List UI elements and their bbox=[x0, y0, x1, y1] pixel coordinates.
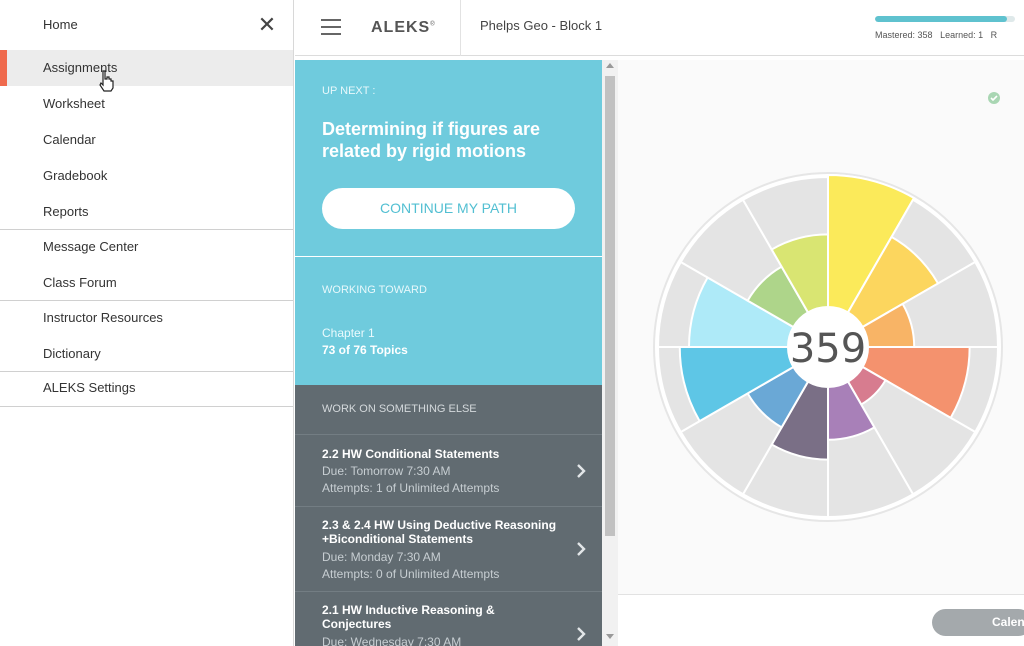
pie-center-count: 359 bbox=[790, 326, 866, 372]
close-icon[interactable]: ✕ bbox=[257, 12, 277, 37]
check-circle-icon[interactable] bbox=[984, 88, 1006, 110]
class-name[interactable]: Phelps Geo - Block 1 bbox=[480, 18, 603, 33]
assignment-title: 2.1 HW Inductive Reasoning & Conjectures bbox=[322, 603, 495, 631]
work-on-something-else-panel: WORK ON SOMETHING ELSE 2.2 HW Conditiona… bbox=[295, 385, 602, 646]
nav-divider bbox=[0, 406, 293, 407]
nav-item-label: Instructor Resources bbox=[43, 310, 163, 325]
nav-item-home[interactable]: Home bbox=[0, 7, 293, 43]
knowledge-pie-chart[interactable]: 359 bbox=[618, 60, 1024, 594]
scroll-down-arrow-icon[interactable] bbox=[606, 634, 614, 639]
chevron-right-icon bbox=[577, 627, 586, 641]
nav-item-aleks-settings[interactable]: ALEKS Settings bbox=[0, 370, 293, 406]
chevron-right-icon bbox=[577, 464, 586, 478]
work-else-label: WORK ON SOMETHING ELSE bbox=[322, 403, 477, 415]
scrollbar-thumb[interactable] bbox=[605, 76, 615, 536]
learned-label: Learned: bbox=[940, 30, 976, 40]
pie-slice[interactable] bbox=[770, 233, 829, 314]
nav-divider bbox=[0, 300, 293, 301]
nav-divider bbox=[0, 371, 293, 372]
chevron-right-icon bbox=[577, 542, 586, 556]
nav-divider bbox=[0, 229, 293, 230]
stats-extra: R bbox=[990, 30, 998, 40]
assignment-item[interactable]: 2.3 & 2.4 HW Using Deductive Reasoning +… bbox=[295, 506, 602, 591]
nav-item-label: Calendar bbox=[43, 132, 96, 147]
nav-item-gradebook[interactable]: Gradebook bbox=[0, 158, 293, 194]
hamburger-menu-icon[interactable] bbox=[321, 19, 343, 35]
assignment-title: 2.3 & 2.4 HW Using Deductive Reasoning +… bbox=[322, 518, 557, 546]
up-next-panel: UP NEXT : Determining if figures are rel… bbox=[295, 60, 602, 256]
nav-drawer: Home ✕ Assignments Worksheet Calendar Gr… bbox=[0, 0, 294, 646]
assignment-item[interactable]: 2.1 HW Inductive Reasoning & Conjectures… bbox=[295, 591, 602, 646]
nav-item-assignments[interactable]: Assignments bbox=[0, 50, 293, 86]
nav-item-label: Assignments bbox=[43, 60, 118, 75]
nav-item-label: Worksheet bbox=[43, 96, 105, 111]
pie-slices bbox=[656, 173, 1000, 519]
header-divider bbox=[460, 0, 461, 56]
scroll-up-arrow-icon[interactable] bbox=[606, 63, 614, 68]
working-toward-panel[interactable]: WORKING TOWARD Chapter 1 73 of 76 Topics bbox=[295, 257, 602, 385]
nav-item-label: Reports bbox=[43, 204, 89, 219]
continue-my-path-button[interactable]: CONTINUE MY PATH bbox=[322, 188, 575, 229]
calendar-button[interactable]: Calendar bbox=[932, 609, 1024, 636]
scrollbar[interactable] bbox=[602, 60, 618, 646]
nav-item-label: Message Center bbox=[43, 239, 139, 254]
nav-item-message-center[interactable]: Message Center bbox=[0, 229, 293, 265]
assignment-due: Due: Monday 7:30 AM bbox=[322, 550, 441, 564]
assignment-attempts: Attempts: 1 of Unlimited Attempts bbox=[322, 481, 500, 495]
up-next-title: Determining if figures are related by ri… bbox=[322, 119, 541, 161]
learned-value: 1 bbox=[978, 30, 984, 40]
nav-item-reports[interactable]: Reports bbox=[0, 194, 293, 230]
nav-item-label: ALEKS Settings bbox=[43, 380, 136, 395]
assignment-attempts: Attempts: 0 of Unlimited Attempts bbox=[322, 567, 500, 581]
progress-fill bbox=[875, 16, 1008, 22]
up-next-label: UP NEXT : bbox=[322, 85, 376, 97]
pie-center bbox=[790, 309, 866, 385]
assignment-title: 2.2 HW Conditional Statements bbox=[322, 447, 500, 461]
pie-slice[interactable] bbox=[827, 173, 916, 314]
top-header: ALEKS® Phelps Geo - Block 1 Mastered: 35… bbox=[295, 0, 1024, 56]
working-toward-chapter: Chapter 1 bbox=[322, 326, 375, 340]
progress-stats: Mastered: 358 Learned: 1 R bbox=[875, 30, 997, 40]
assignment-item[interactable]: 2.2 HW Conditional Statements Due: Tomor… bbox=[295, 434, 602, 506]
pie-area: 359 bbox=[618, 60, 1024, 594]
nav-item-calendar[interactable]: Calendar bbox=[0, 122, 293, 158]
nav-item-instructor-resources[interactable]: Instructor Resources bbox=[0, 300, 293, 336]
assignment-due: Due: Tomorrow 7:30 AM bbox=[322, 464, 451, 478]
footer-bar: Calendar bbox=[618, 594, 1024, 646]
nav-item-worksheet[interactable]: Worksheet bbox=[0, 86, 293, 122]
nav-item-label: Class Forum bbox=[43, 275, 117, 290]
hand-pointer-icon bbox=[99, 70, 114, 92]
assignment-due: Due: Wednesday 7:30 AM bbox=[322, 635, 462, 646]
mastered-value: 358 bbox=[917, 30, 933, 40]
nav-item-label: Dictionary bbox=[43, 346, 101, 361]
progress-bar bbox=[875, 16, 1015, 22]
nav-item-label: Gradebook bbox=[43, 168, 108, 183]
nav-item-class-forum[interactable]: Class Forum bbox=[0, 265, 293, 301]
active-indicator bbox=[0, 50, 7, 86]
working-toward-label: WORKING TOWARD bbox=[322, 284, 427, 296]
mastered-label: Mastered: bbox=[875, 30, 916, 40]
aleks-logo: ALEKS® bbox=[371, 19, 436, 36]
working-toward-topics: 73 of 76 Topics bbox=[322, 343, 408, 357]
nav-item-label: Home bbox=[43, 17, 78, 32]
nav-item-dictionary[interactable]: Dictionary bbox=[0, 336, 293, 372]
